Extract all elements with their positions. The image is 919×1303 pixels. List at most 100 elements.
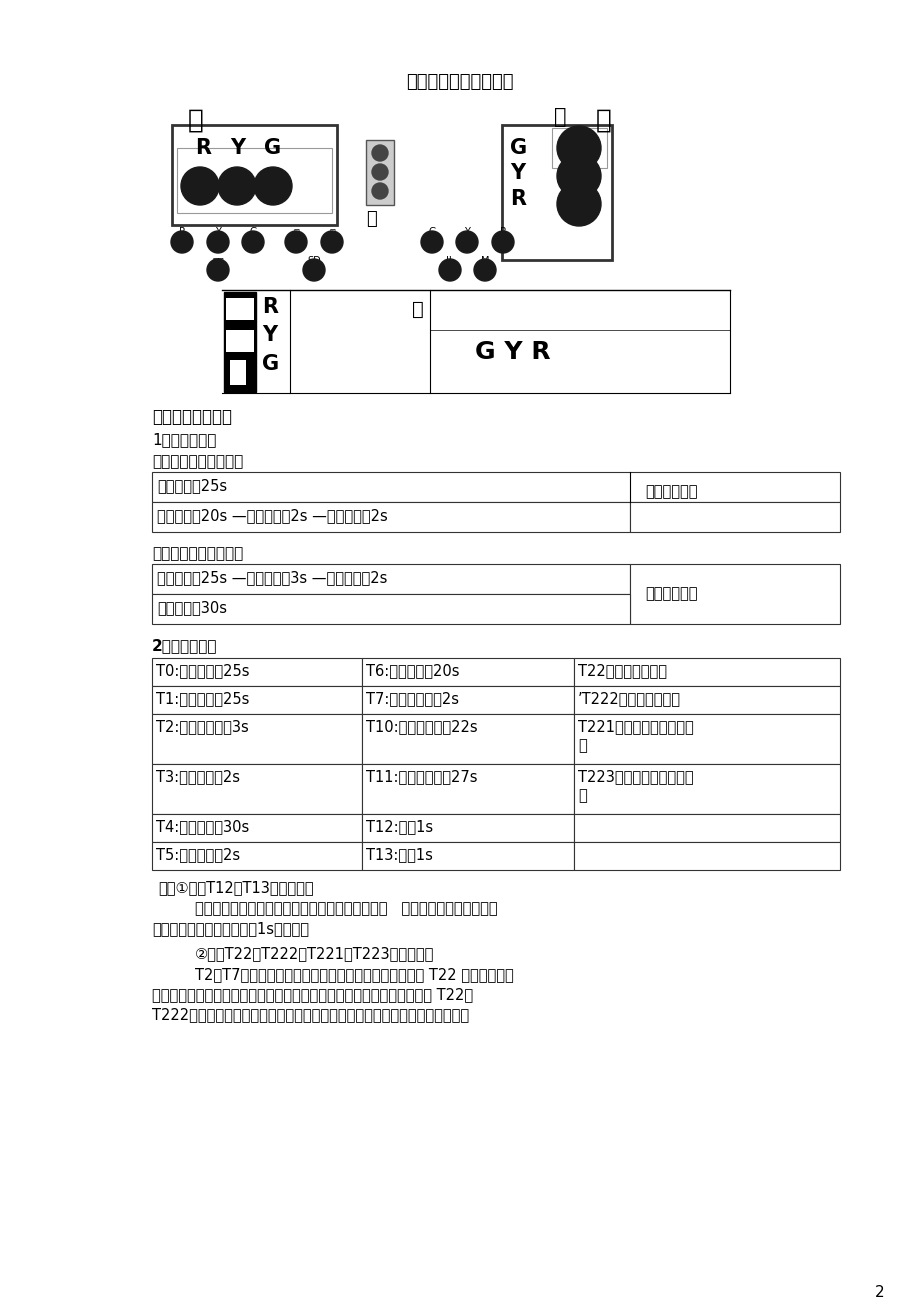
- Text: G: G: [249, 227, 256, 237]
- Bar: [152, 842, 361, 870]
- Text: T4:东西红灯亮30s: T4:东西红灯亮30s: [156, 820, 249, 834]
- Bar: [152, 564, 630, 594]
- Circle shape: [302, 259, 324, 281]
- Text: 南北向车行驶: 南北向车行驶: [644, 586, 697, 602]
- Bar: [630, 502, 839, 532]
- Text: G: G: [264, 138, 281, 158]
- Text: 南北绻灯亮25s —南北绻灯闪3s —南北黄灯亮2s: 南北绻灯亮25s —南北绻灯闪3s —南北黄灯亮2s: [157, 569, 387, 585]
- Text: 西: 西: [187, 108, 204, 134]
- Text: T223：南北绻灯闪烁的断: T223：南北绻灯闪烁的断: [577, 769, 693, 784]
- Text: 乙: 乙: [293, 227, 299, 237]
- Text: G: G: [427, 227, 436, 237]
- Bar: [573, 842, 839, 870]
- Circle shape: [456, 231, 478, 253]
- Text: 「字路」《交通灯控制: 「字路」《交通灯控制: [406, 73, 513, 91]
- Circle shape: [371, 182, 388, 199]
- Bar: [573, 764, 839, 814]
- Bar: [573, 714, 839, 764]
- Text: T11:南北向车行驶27s: T11:南北向车行驶27s: [366, 769, 477, 784]
- Text: T10:东西向车行驶22s: T10:东西向车行驶22s: [366, 719, 477, 734]
- Bar: [630, 564, 839, 624]
- Bar: [361, 842, 573, 870]
- Bar: [152, 502, 630, 532]
- Circle shape: [438, 259, 460, 281]
- Text: 南: 南: [366, 210, 377, 228]
- Text: 占: 占: [577, 788, 586, 803]
- Text: Y: Y: [262, 324, 277, 345]
- Circle shape: [556, 182, 600, 225]
- Text: G Y R: G Y R: [474, 340, 550, 364]
- Circle shape: [371, 145, 388, 162]
- Text: T222的分别作用，使东西绻灯与南北绻灯分别在高、低电平交替的时候闪亮。: T222的分别作用，使东西绻灯与南北绻灯分别在高、低电平交替的时候闪亮。: [152, 1007, 469, 1022]
- Text: 行驶和交通灯变化之间设置1s的间隔。: 行驶和交通灯变化之间设置1s的间隔。: [152, 921, 309, 936]
- Bar: [152, 714, 361, 764]
- Text: 过程二：南北向车行驶: 过程二：南北向车行驶: [152, 546, 243, 562]
- Text: 东西向车行驶: 东西向车行驶: [644, 485, 697, 499]
- Text: ’T222：南北绻灯闪烁: ’T222：南北绻灯闪烁: [577, 691, 680, 706]
- Circle shape: [556, 154, 600, 198]
- Text: T22：东西绻灯闪烁: T22：东西绻灯闪烁: [577, 663, 666, 678]
- Text: Y: Y: [215, 227, 221, 237]
- Text: R: R: [499, 227, 505, 237]
- Circle shape: [556, 126, 600, 169]
- Text: T2和T7只能控制交通灯的闪亮时间，并不能使其控制。 T22 一个定时器并: T2和T7只能控制交通灯的闪亮时间，并不能使其控制。 T22 一个定时器并: [195, 967, 513, 982]
- Text: 甲: 甲: [329, 227, 335, 237]
- Text: 不能同时控制东西绻灯与南北绻灯的闪烁，要分别设置控制器，所以通过 T22、: 不能同时控制东西绻灯与南北绻灯的闪烁，要分别设置控制器，所以通过 T22、: [152, 986, 472, 1002]
- Circle shape: [492, 231, 514, 253]
- Circle shape: [181, 167, 219, 205]
- Text: M: M: [481, 255, 489, 266]
- Text: ②设置T22、T222、T221、T223的原因是：: ②设置T22、T222、T221、T223的原因是：: [195, 946, 434, 962]
- Text: 东西红灯亮30s: 东西红灯亮30s: [157, 599, 227, 615]
- Text: 注：①设置T12、T13的原因是：: 注：①设置T12、T13的原因是：: [158, 880, 313, 895]
- Bar: [176, 149, 332, 212]
- Circle shape: [207, 259, 229, 281]
- Text: R: R: [509, 189, 526, 208]
- Text: 南北红灯亮25s: 南北红灯亮25s: [157, 478, 227, 493]
- Text: G: G: [509, 138, 527, 158]
- Text: 启动: 启动: [212, 255, 223, 266]
- Bar: [152, 685, 361, 714]
- Text: T2:南北绻灯闪亮3s: T2:南北绻灯闪亮3s: [156, 719, 248, 734]
- Bar: [152, 658, 361, 685]
- Bar: [502, 125, 611, 261]
- Bar: [152, 594, 630, 624]
- Text: 北: 北: [412, 300, 424, 319]
- Bar: [573, 658, 839, 685]
- Text: SD: SD: [307, 255, 321, 266]
- Text: 二、程序设计步骤: 二、程序设计步骤: [152, 408, 232, 426]
- Text: T3:南北黄灯亮2s: T3:南北黄灯亮2s: [156, 769, 240, 784]
- Text: T5:东西黄灯亮2s: T5:东西黄灯亮2s: [156, 847, 240, 863]
- Bar: [361, 658, 573, 685]
- Bar: [172, 125, 336, 225]
- Circle shape: [242, 231, 264, 253]
- Bar: [226, 298, 254, 321]
- Bar: [361, 685, 573, 714]
- Bar: [152, 472, 839, 502]
- Circle shape: [473, 259, 495, 281]
- Bar: [573, 685, 839, 714]
- Text: T13:延迟1s: T13:延迟1s: [366, 847, 433, 863]
- Bar: [361, 764, 573, 814]
- Text: T1:南北绻灯亮25s: T1:南北绻灯亮25s: [156, 691, 249, 706]
- Bar: [361, 714, 573, 764]
- Circle shape: [207, 231, 229, 253]
- Bar: [361, 814, 573, 842]
- Text: Y: Y: [509, 163, 525, 182]
- Bar: [152, 764, 361, 814]
- Text: T0:南北红灯亮25s: T0:南北红灯亮25s: [156, 663, 249, 678]
- Text: T7:东西绻灯闪亮2s: T7:东西绻灯闪亮2s: [366, 691, 459, 706]
- Text: G: G: [262, 354, 278, 374]
- Bar: [226, 330, 254, 352]
- Circle shape: [285, 231, 307, 253]
- Text: R: R: [195, 138, 210, 158]
- Text: Y: Y: [463, 227, 470, 237]
- Text: 🚗: 🚗: [553, 107, 566, 126]
- Text: Y: Y: [230, 138, 244, 158]
- Bar: [230, 360, 245, 384]
- Text: 东: 东: [596, 108, 611, 134]
- Circle shape: [218, 167, 255, 205]
- Text: T221：东西绻灯闪烁的断: T221：东西绻灯闪烁的断: [577, 719, 693, 734]
- Circle shape: [171, 231, 193, 253]
- Text: IL: IL: [446, 255, 454, 266]
- Text: 2: 2: [874, 1285, 884, 1300]
